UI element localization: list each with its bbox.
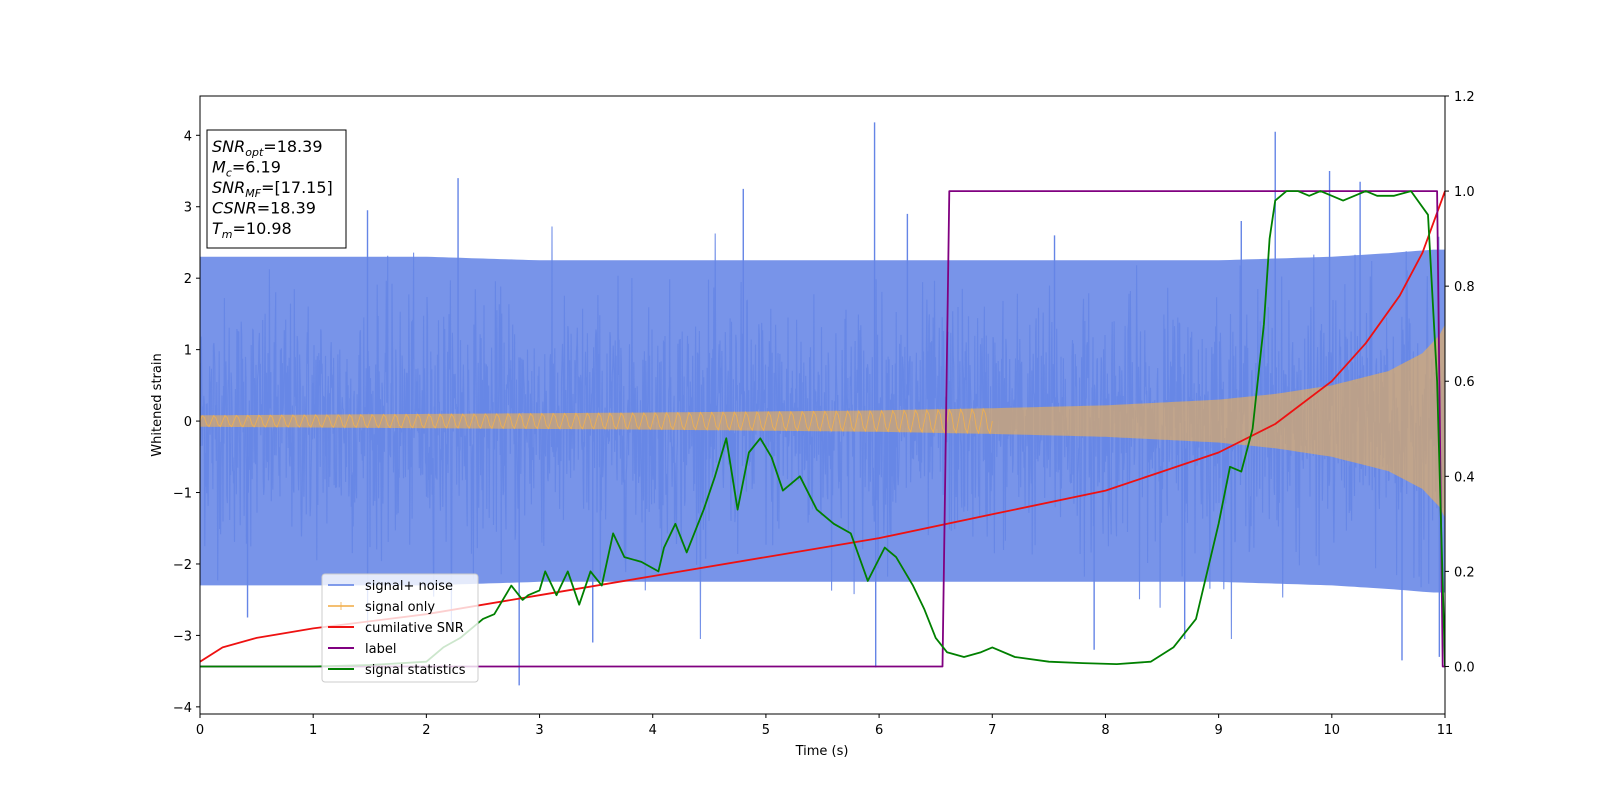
plot-frame xyxy=(199,95,1446,715)
y-axis-left: −4 −3 −2 −1 0 1 2 3 4 xyxy=(173,129,200,716)
info-box-frame xyxy=(206,129,347,249)
x-tick-label: 7 xyxy=(988,723,996,738)
legend: signal+ noise signal only cumilative SNR la… xyxy=(321,573,479,683)
y-right-tick-label: 0.2 xyxy=(1454,565,1475,580)
x-tick-label: 0 xyxy=(196,723,204,738)
y-left-tick-label: 2 xyxy=(184,272,192,287)
y-left-tick-label: −1 xyxy=(173,487,192,502)
info-line: Tm=10.98 xyxy=(212,219,292,241)
y-right-tick-label: 0.6 xyxy=(1454,375,1475,390)
legend-label: signal+ noise xyxy=(365,579,453,594)
y-left-tick-label: 3 xyxy=(184,201,192,216)
x-tick-label: 2 xyxy=(422,723,430,738)
x-axis-label: Time (s) xyxy=(795,744,849,759)
y-right-tick-label: 1.0 xyxy=(1454,185,1475,200)
legend-label: cumilative SNR xyxy=(365,621,464,636)
y-right-tick-label: 1.2 xyxy=(1454,90,1475,105)
y-left-tick-label: 4 xyxy=(184,129,192,144)
signal-only-line xyxy=(200,407,993,435)
x-tick-label: 11 xyxy=(1437,723,1454,738)
x-tick-label: 4 xyxy=(649,723,657,738)
info-line: SNRMF=[17.15] xyxy=(212,178,333,200)
info-line: Mc=6.19 xyxy=(212,158,281,180)
label-line xyxy=(200,190,1445,668)
y-right-tick-label: 0.8 xyxy=(1454,280,1475,295)
info-line: SNRopt=18.39 xyxy=(212,137,323,159)
x-tick-label: 6 xyxy=(875,723,883,738)
x-tick-label: 10 xyxy=(1324,723,1341,738)
y-left-tick-label: 1 xyxy=(184,344,192,359)
x-tick-label: 9 xyxy=(1214,723,1222,738)
y-left-tick-label: 0 xyxy=(184,415,192,430)
y-right-tick-label: 0.4 xyxy=(1454,470,1475,485)
x-axis: 0 1 2 3 4 5 6 7 8 9 10 11 xyxy=(196,714,1453,738)
cumilative-snr-line xyxy=(200,190,1445,663)
x-tick-label: 3 xyxy=(535,723,543,738)
plot-area xyxy=(200,122,1445,686)
y-left-tick-label: −4 xyxy=(173,701,192,716)
y-axis-right: 0.0 0.2 0.4 0.6 0.8 1.0 1.2 xyxy=(1445,90,1475,675)
y-left-tick-label: −2 xyxy=(173,558,192,573)
y-left-tick-label: −3 xyxy=(173,629,192,644)
legend-label: signal only xyxy=(365,600,435,615)
x-tick-label: 8 xyxy=(1101,723,1109,738)
signal-statistics-line xyxy=(200,190,1445,668)
y-axis-label: Whitened strain xyxy=(150,353,165,456)
info-annotation-box: SNRopt=18.39Mc=6.19SNRMF=[17.15]CSNR=18.… xyxy=(206,129,347,249)
legend-frame xyxy=(321,573,479,683)
x-tick-label: 1 xyxy=(309,723,317,738)
y-right-tick-label: 0.0 xyxy=(1454,660,1475,675)
legend-label: label xyxy=(365,642,396,657)
legend-label: signal statistics xyxy=(365,663,466,678)
info-line: CSNR=18.39 xyxy=(212,199,316,218)
x-tick-label: 5 xyxy=(762,723,770,738)
